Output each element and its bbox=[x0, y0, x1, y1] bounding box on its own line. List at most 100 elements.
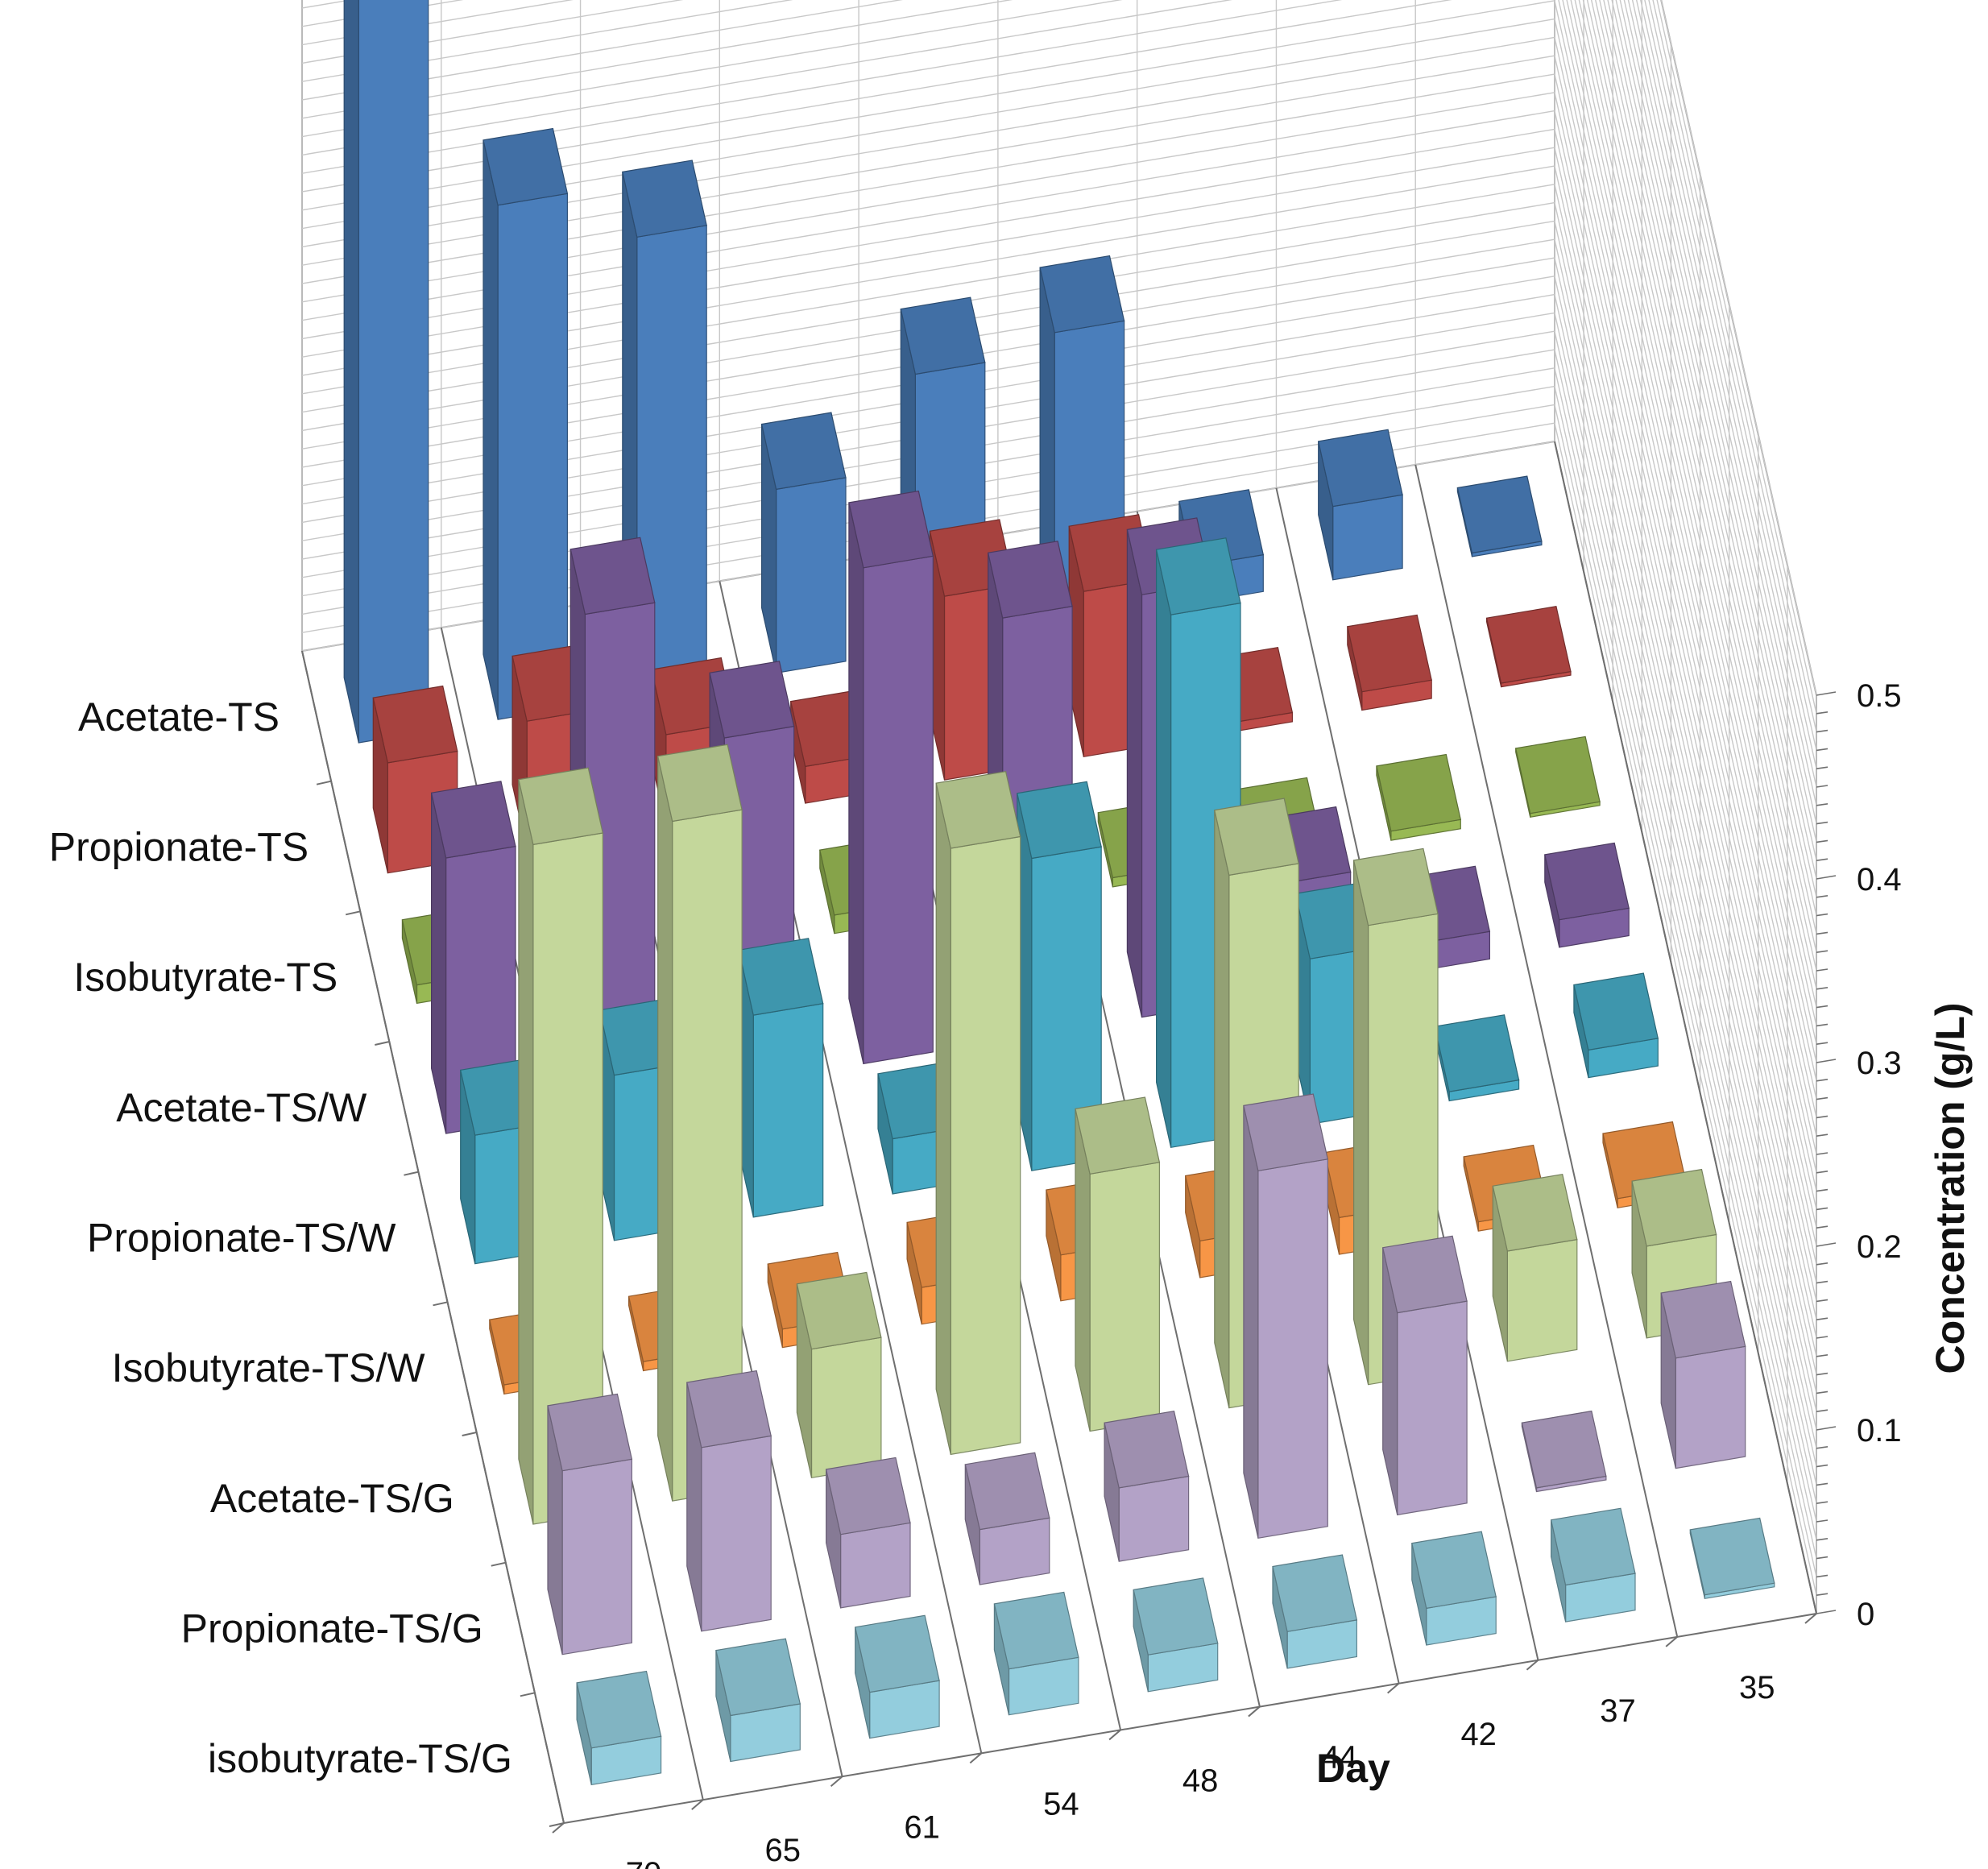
bar-side-face bbox=[1352, 860, 1369, 1385]
series-tick-mark bbox=[520, 1692, 536, 1697]
bar-top-face bbox=[1550, 1507, 1636, 1586]
bar-front-face bbox=[752, 1002, 824, 1218]
series-tick-mark bbox=[375, 1041, 390, 1046]
bar-top-face bbox=[1133, 1577, 1219, 1656]
y-tick-mark bbox=[1816, 950, 1829, 953]
bar-propionate-ts-w-day-48 bbox=[1017, 781, 1102, 1171]
y-tick-label: 0.3 bbox=[1857, 1046, 1902, 1081]
bar-acetate-ts-g-day-65 bbox=[656, 744, 743, 1502]
y-tick-mark bbox=[1816, 821, 1829, 825]
series-tick-mark bbox=[346, 910, 361, 916]
y-tick-mark bbox=[1816, 803, 1829, 806]
bar-acetate-ts-day-65 bbox=[483, 127, 569, 720]
bar-top-face bbox=[1317, 429, 1403, 508]
y-tick-mark bbox=[1816, 913, 1829, 917]
y-tick-mark bbox=[1816, 1501, 1829, 1504]
bar-isobutyrate-ts-g-day-48 bbox=[1133, 1577, 1219, 1693]
series-label: isobutyrate-TS/G bbox=[208, 1736, 512, 1781]
y-tick-mark bbox=[1816, 1079, 1829, 1082]
y-tick-mark bbox=[1816, 1023, 1829, 1027]
y-tick-mark bbox=[1816, 1188, 1829, 1192]
bar-top-face bbox=[825, 1457, 911, 1535]
y-tick-mark bbox=[1816, 1372, 1829, 1376]
day-tick-label: 37 bbox=[1600, 1693, 1636, 1729]
bar-front-face bbox=[1506, 1238, 1578, 1362]
bar-acetate-ts-g-day-54 bbox=[935, 771, 1021, 1456]
bar-top-face bbox=[993, 1591, 1079, 1670]
day-tick-mark bbox=[1526, 1660, 1539, 1671]
y-tick-mark bbox=[1816, 1262, 1829, 1266]
bar-isobutyrate-ts-g-day-42 bbox=[1411, 1531, 1497, 1646]
bar-top-face bbox=[686, 1370, 772, 1448]
bar-top-face bbox=[987, 541, 1073, 619]
bar-propionate-ts-day-70 bbox=[372, 685, 458, 874]
bar-propionate-ts-g-day-37 bbox=[1521, 1410, 1607, 1493]
bar-side-face bbox=[848, 502, 864, 1064]
day-tick-label: 61 bbox=[904, 1809, 940, 1845]
bar-acetate-ts-day-61 bbox=[622, 160, 707, 698]
bar-isobutyrate-ts-g-day-61 bbox=[854, 1614, 940, 1739]
bar-top-face bbox=[576, 1670, 662, 1749]
bar-acetate-ts-day-35 bbox=[1456, 475, 1543, 557]
bar-top-face bbox=[1155, 537, 1241, 615]
y-tick-mark bbox=[1816, 1409, 1829, 1412]
bar-side-face bbox=[935, 782, 951, 1455]
series-label: Isobutyrate-TS/W bbox=[112, 1345, 426, 1390]
chart-labels: 70 65 61 54 48 44 42 37 35 Acetate-TS Propionate-T… bbox=[49, 678, 1973, 1869]
bar-acetate-ts-g-day-37 bbox=[1492, 1174, 1578, 1362]
chart-bars bbox=[343, 0, 1775, 1786]
y-tick-mark bbox=[1816, 1519, 1829, 1523]
bar-top-face bbox=[1689, 1517, 1775, 1596]
bar-top-face bbox=[656, 744, 743, 823]
bar-front-face bbox=[561, 1458, 633, 1656]
y-tick-mark bbox=[1816, 1610, 1837, 1614]
bar-top-face bbox=[1521, 1410, 1607, 1489]
series-label: Propionate-TS bbox=[49, 825, 309, 870]
bar-isobutyrate-ts-g-day-44 bbox=[1272, 1554, 1358, 1669]
bar-top-face bbox=[569, 537, 656, 615]
y-tick-mark bbox=[1816, 1133, 1829, 1137]
y-tick-mark bbox=[1816, 1115, 1829, 1119]
y-tick-label: 0.4 bbox=[1857, 862, 1902, 897]
floor-gridline bbox=[1414, 464, 1679, 1638]
bar-acetate-ts-day-54 bbox=[760, 412, 847, 674]
bar-side-face bbox=[518, 779, 534, 1525]
bar-acetate-ts-w-day-54 bbox=[848, 490, 934, 1065]
y-tick-label: 0 bbox=[1857, 1597, 1874, 1632]
day-tick-mark bbox=[830, 1776, 843, 1787]
day-tick-label: 42 bbox=[1460, 1717, 1497, 1752]
bar-propionate-ts-w-day-61 bbox=[738, 938, 824, 1218]
series-label: Isobutyrate-TS bbox=[73, 955, 338, 1000]
y-tick-label: 0.1 bbox=[1857, 1413, 1902, 1448]
y-tick-mark bbox=[1816, 1005, 1829, 1009]
bar-top-face bbox=[964, 1452, 1050, 1531]
bar-acetate-ts-w-day-70 bbox=[430, 781, 516, 1134]
y-tick-mark bbox=[1816, 1446, 1829, 1449]
bar-top-face bbox=[483, 127, 569, 206]
y-tick-mark bbox=[1816, 1280, 1829, 1284]
bar-top-face bbox=[715, 1638, 801, 1717]
day-tick-label: 65 bbox=[765, 1833, 801, 1868]
bar-top-face bbox=[547, 1393, 633, 1472]
bar-top-face bbox=[1376, 753, 1462, 832]
y-tick-mark bbox=[1816, 1317, 1829, 1320]
bar-front-face bbox=[701, 1435, 772, 1632]
series-tick-mark bbox=[404, 1171, 419, 1176]
bar-top-face bbox=[1381, 1235, 1468, 1314]
y-tick-mark bbox=[1816, 1482, 1829, 1486]
bar-top-face bbox=[1075, 1096, 1161, 1175]
y-tick-mark bbox=[1816, 1556, 1829, 1560]
bar-front-face bbox=[950, 835, 1021, 1456]
bar-propionate-ts-g-day-42 bbox=[1381, 1235, 1468, 1516]
y-tick-mark bbox=[1816, 1096, 1829, 1100]
bar-propionate-ts-g-day-61 bbox=[825, 1457, 911, 1609]
day-tick-label: 70 bbox=[626, 1856, 662, 1869]
bar-top-face bbox=[372, 685, 458, 764]
floor-edge bbox=[301, 650, 565, 1824]
y-tick-mark bbox=[1816, 711, 1829, 715]
bar-top-face bbox=[900, 296, 986, 375]
bar-acetate-ts-day-70 bbox=[343, 0, 429, 744]
bar-top-face bbox=[1514, 736, 1601, 814]
x-axis-title: Day bbox=[1316, 1746, 1390, 1791]
